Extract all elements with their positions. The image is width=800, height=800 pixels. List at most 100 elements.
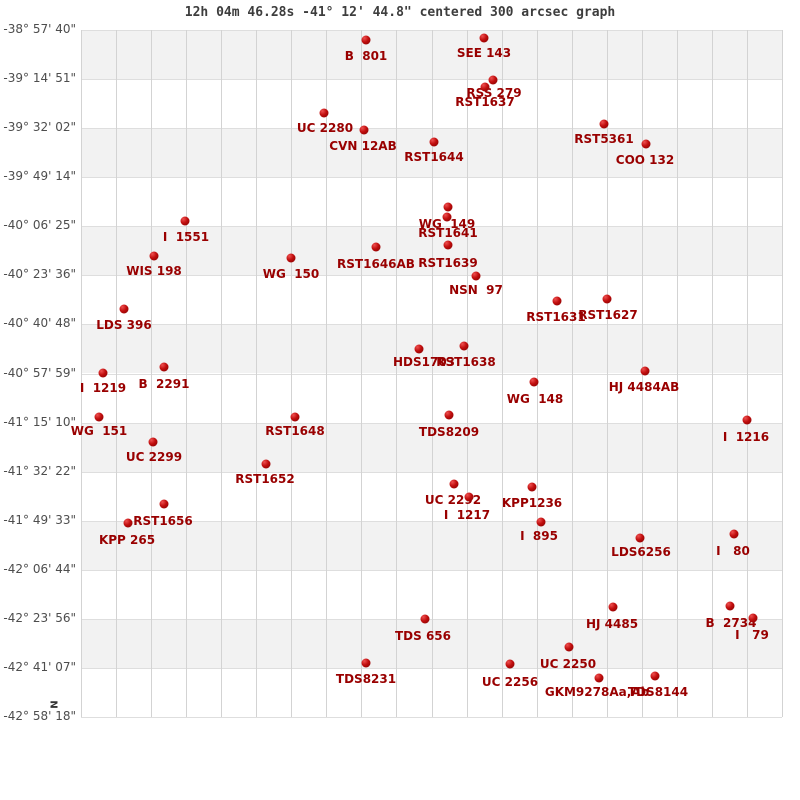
star-point [371,242,381,252]
star-point [444,410,454,420]
star-point [650,671,660,681]
north-direction-marker: N [47,700,59,709]
star-point [261,459,271,469]
star-point [429,137,439,147]
vertical-gridline [81,30,82,717]
star-label: I 1217 [443,508,491,522]
star-label: LDS 396 [96,318,152,332]
star-point [420,614,430,624]
star-label: B 801 [344,49,388,63]
vertical-gridline [326,30,328,717]
vertical-gridline [746,30,748,717]
y-axis-tick-label: -38° 57' 40" [3,22,76,36]
star-label: UC 2280 [296,121,354,135]
y-axis-tick-label: -42° 58' 18" [3,709,76,723]
star-point [148,437,158,447]
star-point [640,366,650,376]
star-label: RST1648 [265,424,325,438]
vertical-gridline [396,30,398,717]
star-point [479,33,489,43]
star-point [505,659,515,669]
vertical-gridline [711,30,713,717]
star-point [290,412,300,422]
star-label: I 1551 [162,230,210,244]
vertical-gridline [782,30,783,717]
star-point [159,499,169,509]
vertical-gridline [571,30,573,717]
vertical-gridline [256,30,258,717]
star-point [449,479,459,489]
y-axis-tick-label: -40° 23' 36" [3,267,76,282]
vertical-gridline [676,30,678,717]
star-label: RST1641 [418,226,478,240]
star-label: RST1631 [526,310,586,324]
star-label: RST1637 [455,95,515,109]
star-point [742,415,752,425]
star-label: RST1652 [235,472,295,486]
star-point [480,82,490,92]
star-label: RST1639 [418,256,478,270]
star-point [119,304,129,314]
y-axis-tick-label: -39° 14' 51" [3,71,76,86]
star-point [641,139,651,149]
star-label: I 80 [716,544,750,558]
star-label: HJ 4484AB [608,380,680,394]
horizontal-gridline [81,717,782,718]
star-label: UC 2256 [481,675,539,689]
star-point [599,119,609,129]
star-point [414,344,424,354]
vertical-gridline [606,30,608,717]
star-label: HJ 4485 [585,617,639,631]
y-axis-tick-label: -42° 41' 07" [3,659,76,674]
star-point [608,602,618,612]
star-point [729,529,739,539]
star-label: RST1656 [133,514,193,528]
star-point [459,341,469,351]
star-point [488,75,498,85]
y-axis-tick-label: -40° 06' 25" [3,218,76,233]
star-label: KPP1236 [501,496,563,510]
star-point [443,202,453,212]
vertical-gridline [501,30,503,717]
star-label: RST1646AB [337,257,415,271]
vertical-gridline [186,30,188,717]
star-point [159,362,169,372]
star-label: WIS 198 [126,264,182,278]
y-axis-tick-label: -42° 06' 44" [3,561,76,576]
star-label: RST1644 [404,150,464,164]
star-label: UC 2299 [125,450,183,464]
star-label: CVN 12AB [329,139,397,153]
vertical-gridline [116,30,118,717]
star-point [442,212,452,222]
y-axis-tick-label: -41° 15' 10" [3,414,76,429]
vertical-gridline [291,30,293,717]
star-label: SEE 143 [456,46,512,60]
star-point [180,216,190,226]
star-label: GKM9278Aa,Ab [544,685,650,699]
star-point [594,673,604,683]
star-point [536,517,546,527]
star-label: TDS8231 [335,672,397,686]
star-point [529,377,539,387]
chart-title: 12h 04m 46.28s -41° 12' 44.8" centered 3… [184,5,616,20]
star-point [286,253,296,263]
y-axis-tick-label: -39° 49' 14" [3,169,76,184]
star-point [527,482,537,492]
star-label: I 1216 [722,430,770,444]
star-label: I 895 [520,529,558,543]
star-point [748,613,758,623]
y-axis-tick-label: -40° 40' 48" [3,316,76,331]
star-point [725,601,735,611]
vertical-gridline [536,30,538,717]
star-point [98,368,108,378]
vertical-gridline [151,30,153,717]
star-label: UC 2250 [539,657,597,671]
star-point [552,296,562,306]
star-point [361,35,371,45]
star-label: HDS1703 [392,355,456,369]
star-label: WG 150 [262,267,320,281]
star-label: NSN 97 [449,283,503,297]
star-point [471,271,481,281]
star-label: RST1638 [436,355,496,369]
